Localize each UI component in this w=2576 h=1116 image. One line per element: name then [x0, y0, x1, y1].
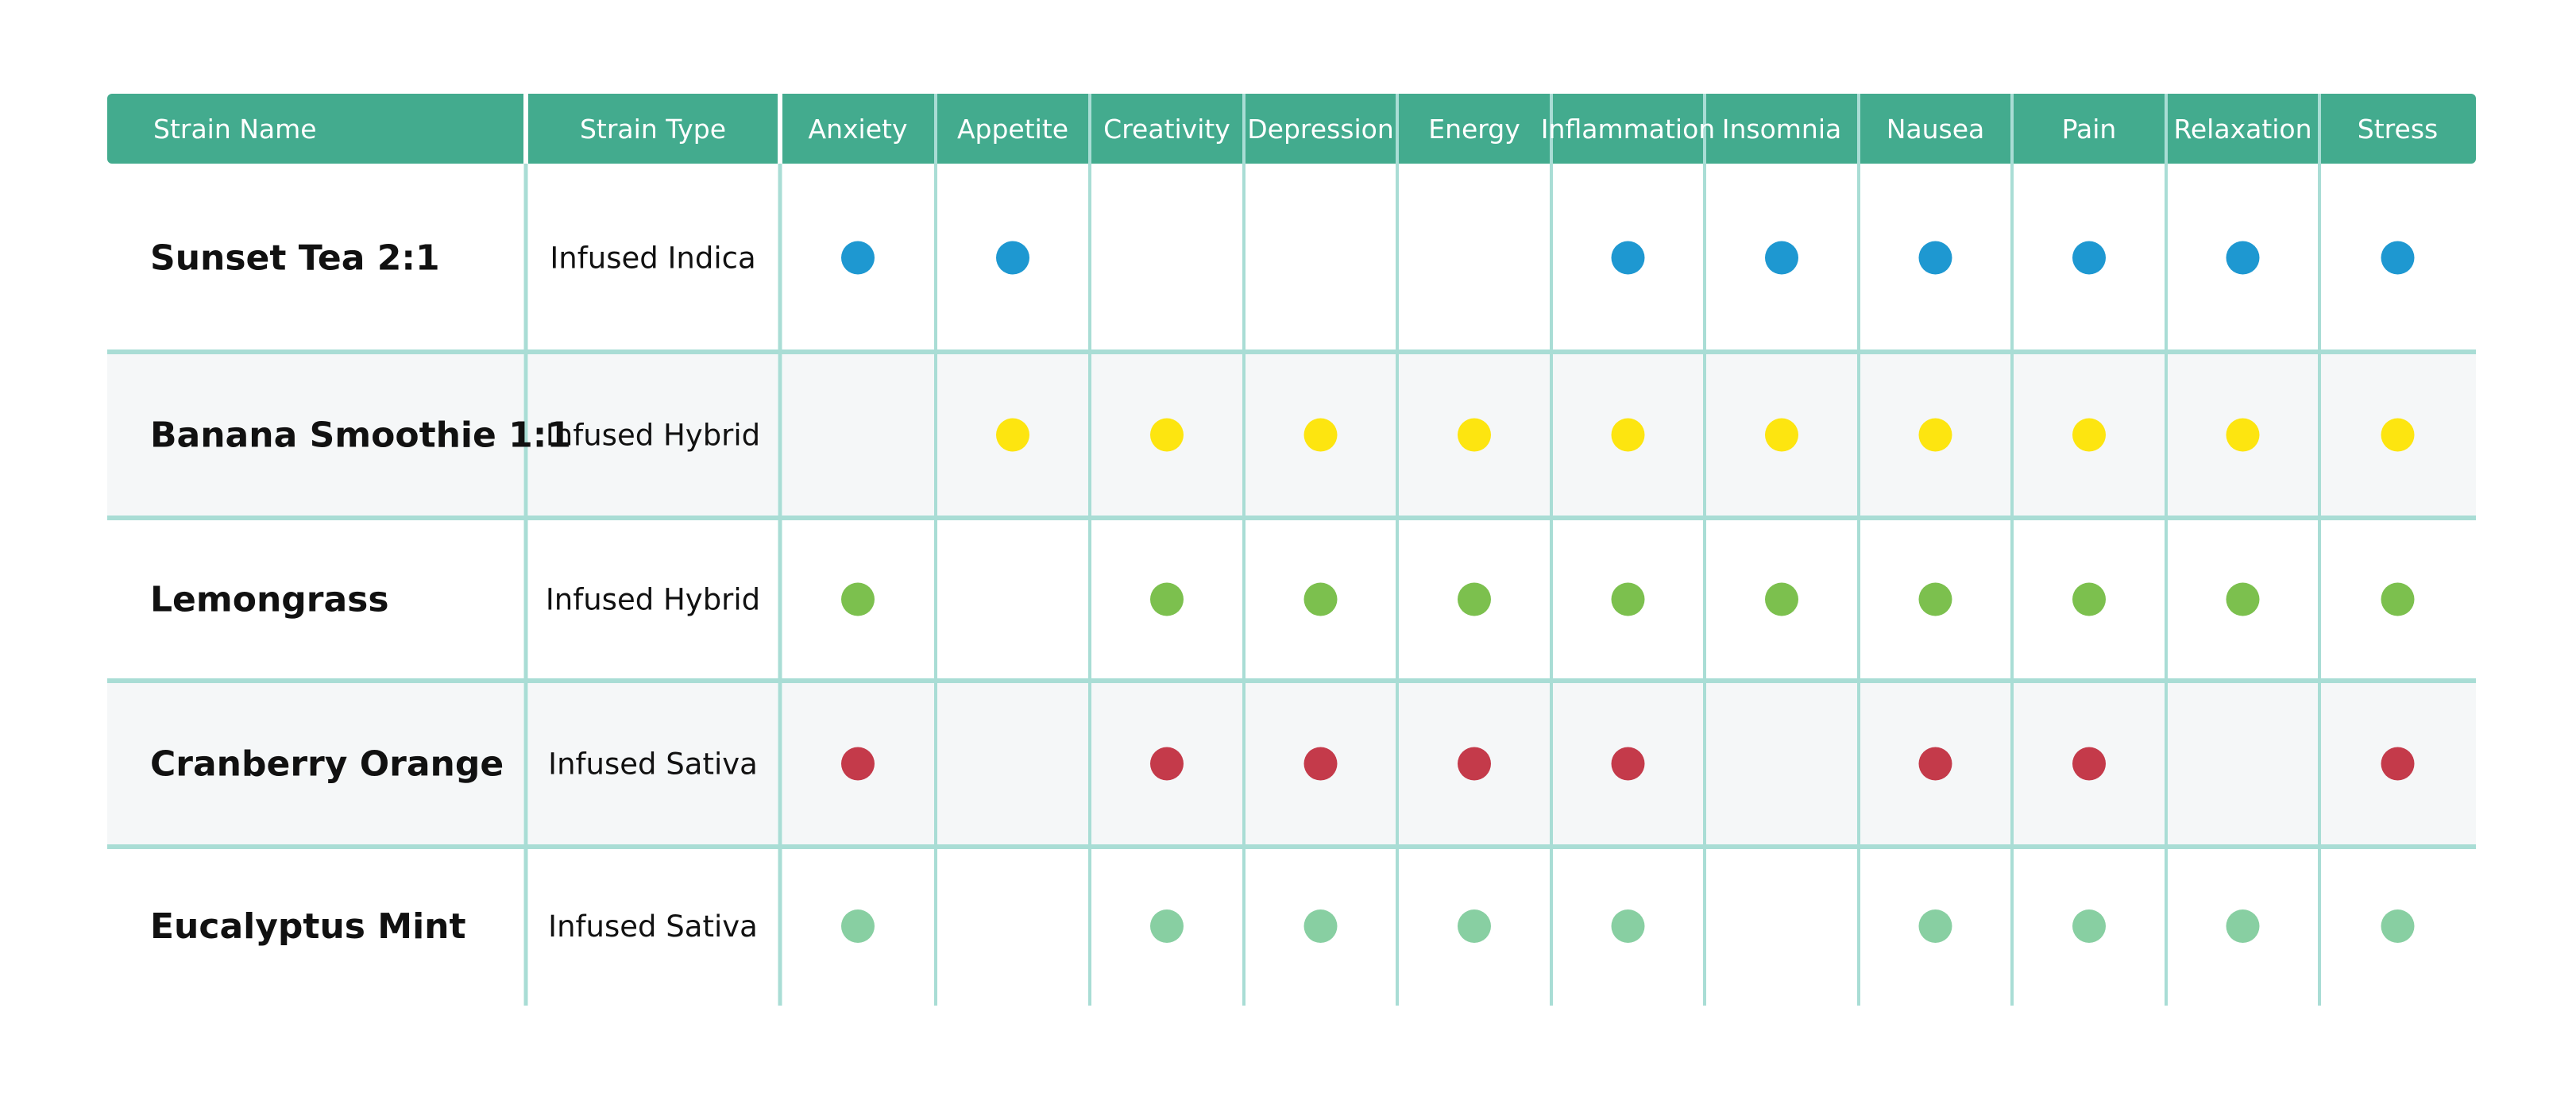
- effect-dot-appetite: [996, 241, 1029, 275]
- effect-dot-stress: [2381, 582, 2415, 616]
- column-header: Insomnia: [1722, 114, 1841, 145]
- header-bar: [107, 94, 2476, 164]
- column-header: Relaxation: [2173, 114, 2311, 145]
- effect-dot-insomnia: [1765, 418, 1798, 452]
- table-body: Sunset Tea 2:1 Infused Indica Banana Smoot…: [150, 238, 2415, 947]
- effect-dot-nausea: [1918, 582, 1952, 616]
- strain-name: Lemongrass: [150, 580, 389, 620]
- effect-dot-pain: [2072, 418, 2106, 452]
- column-header: Strain Name: [153, 114, 317, 145]
- effect-dot-appetite: [996, 418, 1029, 452]
- effect-dot-relaxation: [2226, 241, 2260, 275]
- strain-name: Cranberry Orange: [150, 744, 504, 785]
- column-header: Depression: [1247, 114, 1393, 145]
- effect-dot-creativity: [1150, 418, 1184, 452]
- strain-type: Infused Hybrid: [546, 419, 760, 453]
- effect-dot-depression: [1303, 418, 1338, 452]
- effect-dot-inflammation: [1611, 747, 1645, 781]
- effect-dot-insomnia: [1765, 582, 1798, 616]
- effect-dot-energy: [1458, 418, 1491, 452]
- effect-dot-creativity: [1150, 582, 1184, 616]
- effect-dot-creativity: [1150, 747, 1184, 781]
- effect-dot-inflammation: [1611, 241, 1645, 275]
- effect-dot-nausea: [1918, 418, 1952, 452]
- strain-type: Infused Indica: [550, 241, 755, 276]
- strain-type: Infused Hybrid: [546, 583, 760, 617]
- effect-dot-depression: [1303, 582, 1338, 616]
- column-header: Pain: [2062, 114, 2117, 145]
- column-headers: Strain Name Strain Type Anxiety Appetite Cre…: [153, 114, 2438, 145]
- column-header: Strain Type: [580, 114, 726, 145]
- strain-name: Sunset Tea 2:1: [150, 238, 440, 279]
- strain-name: Eucalyptus Mint: [150, 906, 466, 947]
- effect-dot-anxiety: [841, 909, 875, 943]
- effect-dot-energy: [1458, 747, 1491, 781]
- column-header: Appetite: [957, 114, 1068, 145]
- column-header: Inflammation: [1541, 114, 1715, 145]
- effect-dot-creativity: [1150, 909, 1184, 943]
- strain-name: Banana Smoothie 1:1: [150, 415, 571, 456]
- effect-dot-relaxation: [2226, 418, 2260, 452]
- effect-dot-nausea: [1918, 241, 1952, 275]
- effect-dot-inflammation: [1611, 582, 1645, 616]
- strain-type: Infused Sativa: [548, 747, 758, 782]
- effect-dot-stress: [2381, 418, 2415, 452]
- table-row: Lemongrass Infused Hybrid: [150, 580, 2415, 620]
- effect-dot-anxiety: [841, 582, 875, 616]
- effect-dot-pain: [2072, 241, 2106, 275]
- strain-type: Infused Sativa: [548, 909, 758, 944]
- effect-dot-inflammation: [1611, 418, 1645, 452]
- effect-dot-nausea: [1918, 909, 1952, 943]
- column-header: Anxiety: [809, 114, 908, 145]
- effect-dot-nausea: [1918, 747, 1952, 781]
- column-header: Creativity: [1103, 114, 1230, 145]
- effect-dot-depression: [1303, 909, 1338, 943]
- effect-dot-pain: [2072, 582, 2106, 616]
- effect-dot-relaxation: [2226, 582, 2260, 616]
- effect-dot-energy: [1458, 909, 1491, 943]
- table-row: Cranberry Orange Infused Sativa: [150, 744, 2415, 785]
- effect-dot-pain: [2072, 909, 2106, 943]
- effect-dot-inflammation: [1611, 909, 1645, 943]
- column-header: Energy: [1428, 114, 1520, 145]
- table-row: Sunset Tea 2:1 Infused Indica: [150, 238, 2415, 279]
- effect-dot-stress: [2381, 909, 2415, 943]
- effect-dot-stress: [2381, 241, 2415, 275]
- effect-dot-anxiety: [841, 241, 875, 275]
- effect-dot-insomnia: [1765, 241, 1798, 275]
- effect-dot-relaxation: [2226, 909, 2260, 943]
- effect-dot-stress: [2381, 747, 2415, 781]
- table-row: Eucalyptus Mint Infused Sativa: [150, 906, 2415, 947]
- effect-dot-depression: [1303, 747, 1338, 781]
- effect-dot-pain: [2072, 747, 2106, 781]
- grid-lines: [107, 94, 2476, 1006]
- effect-dot-anxiety: [841, 747, 875, 781]
- column-header: Nausea: [1887, 114, 1985, 145]
- effect-dot-energy: [1458, 582, 1491, 616]
- column-header: Stress: [2358, 114, 2438, 145]
